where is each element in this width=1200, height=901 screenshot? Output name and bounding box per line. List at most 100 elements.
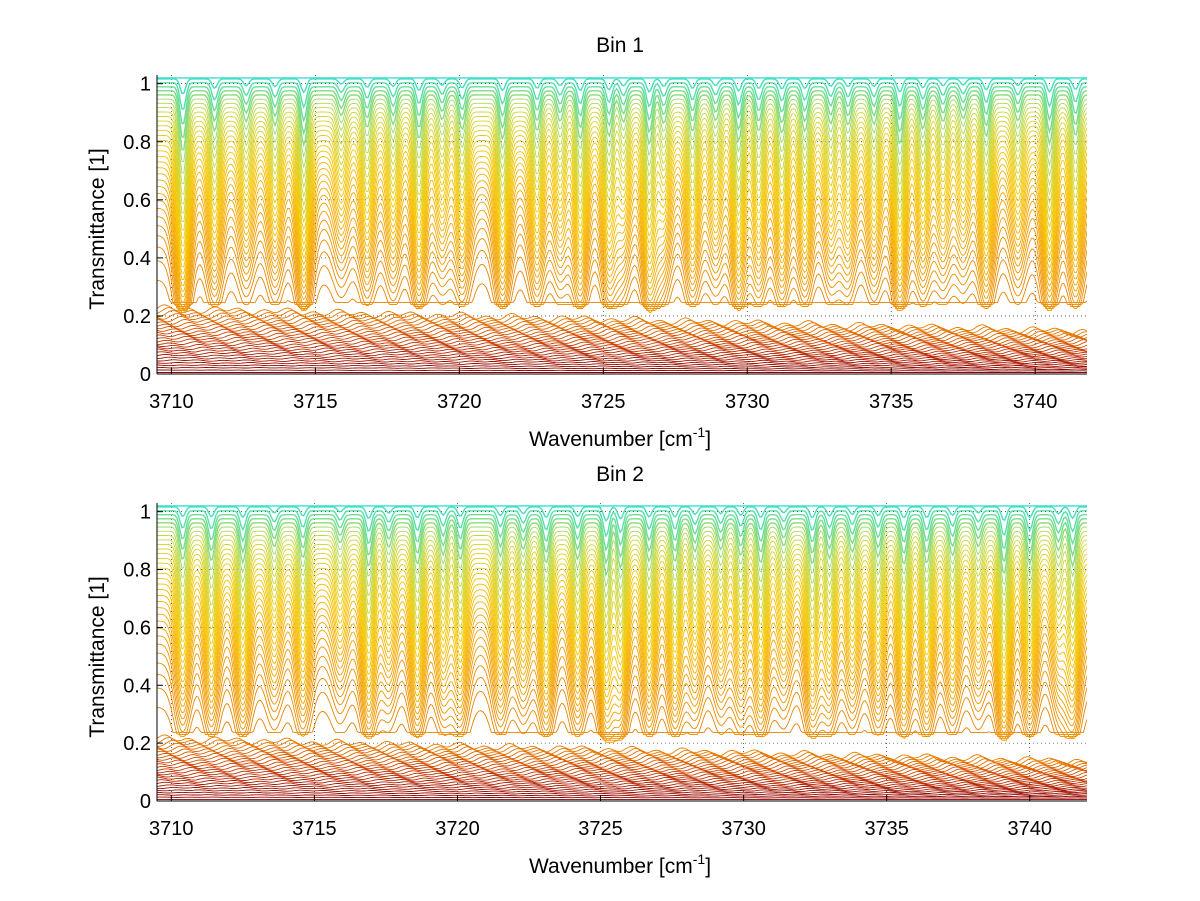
spectrum-line [157,304,1087,336]
spectrum-line [157,361,1087,367]
spectrum-line [157,207,1087,313]
spectrum-line [157,673,1087,737]
spectrum-line [157,173,1087,286]
spectrum-line [157,567,1087,670]
spectrum-line [157,786,1087,794]
x-tick-label: 3740 [1013,391,1058,413]
spectrum-line [157,543,1087,629]
spectrum-line [157,216,1087,314]
spectrum-line [157,86,1087,125]
spectrum-line [157,562,1087,662]
y-tick-label: 0.8 [123,560,151,582]
ticks: 3710 3715 3720 3725 3730 3735 3740 0 0.2 0.4 0.6 0.… [123,502,1052,840]
spectrum-line [157,369,1087,372]
spectrum-line [157,179,1087,292]
chart-title: Bin 2 [596,463,644,486]
spectrum-line [157,757,1087,777]
spectrum-line [157,351,1087,362]
y-tick-label: 0.8 [123,132,151,154]
spectrum-line [157,134,1087,239]
spectrum-line [157,328,1087,349]
x-tick-label: 3725 [578,818,623,840]
spectrum-line [157,535,1087,610]
y-axis-label: Transmittance [1] [86,148,109,309]
spectrum-line [157,125,1087,223]
spectrum-line [157,734,1087,766]
spectrum-line [157,572,1087,677]
x-tick-label: 3730 [725,391,770,413]
spectrum-line [157,260,1087,305]
spectrum-line [157,739,1087,768]
spectrum-line [157,530,1087,599]
spectrum-line [157,150,1087,261]
spectrum-line [157,343,1087,357]
spectrum-line [157,130,1087,231]
spectrum-line [157,325,1087,347]
spectrum-line [157,323,1087,345]
spectrum-line [157,235,1087,309]
x-tick-label: 3740 [1008,818,1053,840]
spectrum-line [157,94,1087,151]
x-tick-label: 3715 [293,391,338,413]
spectrum-line [157,279,1087,303]
y-tick-label: 0.2 [123,733,151,755]
spectrum-line [157,246,1087,307]
spectrum-line [157,755,1087,776]
spectrum-line [157,348,1087,360]
x-tick-label: 3735 [869,391,914,413]
series-group [157,77,1087,373]
x-axis-label: Wavenumber [cm-1] [529,424,711,451]
spectrum-line [157,776,1087,788]
y-tick-label: 0 [140,791,151,813]
spectrum-line [157,742,1087,769]
spectrum-line [157,548,1087,638]
spectrum-line [157,307,1087,337]
spectrum-line [157,321,1087,344]
spectrum-line [157,155,1087,268]
spectrum-line [157,600,1087,711]
spectrum-line [157,366,1087,370]
spectrum-line [157,186,1087,298]
spectrum-line [157,784,1087,792]
spectrum-line [157,78,1087,95]
y-tick-label: 0.2 [123,306,151,328]
spectrum-line [157,589,1087,698]
spectrum-line [157,620,1087,730]
spectrum-line [157,316,1087,341]
spectrum-line [157,90,1087,138]
y-tick-label: 1 [140,502,151,524]
x-tick-label: 3730 [721,818,766,840]
spectrum-line [157,225,1087,312]
subplot-bin-2: Bin 2 3710 3715 3720 3725 3730 3735 3740 0 0.2 0.… [86,463,1087,878]
plot-area: 3710 3715 3720 3725 3730 3735 3740 0 0.2 0.4 0.6 0.… [123,502,1087,840]
spectrum-line [157,635,1087,742]
spectrum-line [157,513,1087,552]
spectrum-line [157,192,1087,303]
spectrum-line [157,643,1087,743]
spectrum-line [157,539,1087,619]
y-axis-label: Transmittance [1] [86,576,109,737]
spectrum-line [157,161,1087,274]
spectrum-line [157,764,1087,782]
y-tick-label: 0.4 [123,675,151,697]
spectrum-line [157,583,1087,691]
spectrum-line [157,557,1087,654]
spectrum-line [157,553,1087,646]
spectrum-line [157,578,1087,684]
spectrum-line [157,318,1087,342]
spectrum-line [157,330,1087,350]
x-tick-label: 3735 [864,818,909,840]
spectrum-line [157,522,1087,578]
spectrum-line [157,310,1087,339]
spectrum-line [157,796,1087,799]
spectrum-line [157,111,1087,195]
spectrum-line [157,779,1087,790]
spectrum-line [157,335,1087,353]
spectrum-line [157,102,1087,174]
x-tick-label: 3715 [292,818,337,840]
y-tick-label: 0.6 [123,617,151,639]
spectrum-line [157,359,1087,366]
series-group [157,505,1087,801]
spectrum-line [157,772,1087,786]
spectrum-line [157,774,1087,787]
